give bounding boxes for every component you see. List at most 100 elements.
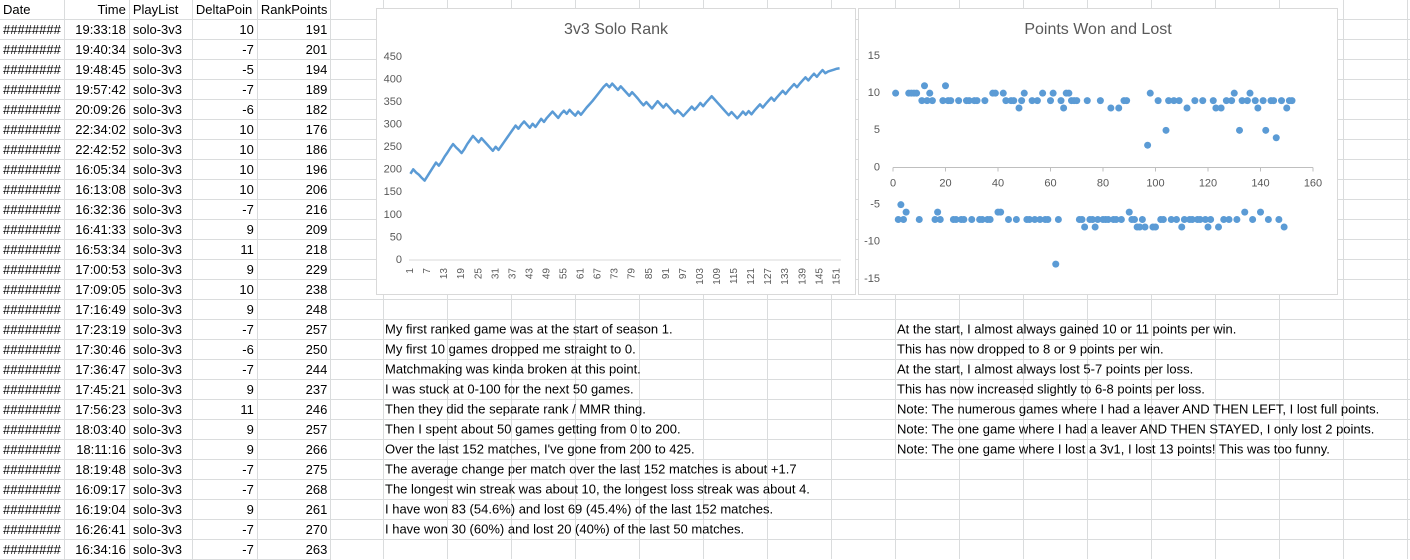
point [1262,126,1270,134]
point [978,216,986,224]
data-row: ######## 19:33:18 solo-3v3 10 191 [0,19,332,40]
cell: -7 [192,359,258,380]
cell: 216 [257,199,332,220]
point [1065,89,1073,97]
cell: 16:09:17 [64,479,130,500]
data-row: ######## 17:36:47 solo-3v3 -7 244 [0,359,332,380]
cell: 16:41:33 [64,219,130,240]
cell: ######## [0,499,65,520]
cell: 19:40:34 [64,39,130,60]
x-tick-label: 49 [541,268,552,280]
point [1036,216,1044,224]
point [1131,216,1138,224]
point [1212,104,1220,112]
point [1246,89,1254,97]
point [1173,216,1180,224]
cell: -7 [192,479,258,500]
y-tick-label: 15 [868,50,880,62]
point [1209,97,1217,105]
cell: ######## [0,139,65,160]
point [997,208,1005,216]
y-tick-label: -5 [870,199,880,211]
y-tick-label: -15 [864,273,880,285]
cell: 9 [192,439,258,460]
point [1233,216,1241,224]
cell: Time [64,0,130,20]
note: Matchmaking was kinda broken at this poi… [385,361,641,376]
cell: ######## [0,59,65,80]
cell: 9 [192,299,258,320]
note: Note: The one game where I lost a 3v1, I… [897,441,1330,456]
cell: 248 [257,299,332,320]
point [1005,216,1012,224]
point [900,216,907,224]
cell: 10 [192,159,258,180]
point [939,97,947,105]
cell: solo-3v3 [129,259,193,280]
cell: 20:09:26 [64,99,130,120]
cell: 19:48:45 [64,59,130,80]
point [1241,208,1249,216]
note: At the start, I almost always gained 10 … [897,321,1236,336]
point [1275,216,1283,224]
x-tick-label: 31 [490,268,501,280]
cell: 176 [257,119,332,140]
point [1175,97,1183,105]
cell: solo-3v3 [129,479,193,500]
data-row: ######## 22:42:52 solo-3v3 10 186 [0,139,332,160]
point [1180,216,1188,224]
cell: 206 [257,179,332,200]
cell: ######## [0,239,65,260]
point [1141,223,1149,231]
point [1028,97,1036,105]
point [936,216,944,224]
data-row: ######## 19:57:42 solo-3v3 -7 189 [0,79,332,100]
x-tick-label: 121 [746,268,757,285]
cell: solo-3v3 [129,359,193,380]
point [1217,104,1225,112]
point [928,97,936,105]
point [991,89,999,97]
point [942,82,949,90]
cell: ######## [0,259,65,280]
cell: 16:32:36 [64,199,130,220]
point [1204,223,1212,231]
data-row: ######## 17:16:49 solo-3v3 9 248 [0,299,332,320]
note: My first ranked game was at the start of… [385,321,673,336]
x-tick-label: 139 [797,268,808,285]
note: Then I spent about 50 games getting from… [385,421,681,436]
cell: 17:30:46 [64,339,130,360]
y-tick-label: 10 [868,87,880,99]
point [1083,97,1091,105]
cell: 250 [257,339,332,360]
point [1191,97,1199,105]
cell: ######## [0,39,65,60]
point [1201,216,1209,224]
note: Then they did the separate rank / MMR th… [385,401,646,416]
cell: -5 [192,59,258,80]
cell: 270 [257,519,332,540]
x-tick-label: 133 [780,268,791,285]
point [1154,97,1162,105]
line-series [409,67,840,182]
cell: 17:00:53 [64,259,130,280]
chart-title: 3v3 Solo Rank [564,21,669,38]
cell: 22:34:02 [64,119,130,140]
cell: 257 [257,319,332,340]
chart-frame [376,8,856,295]
point [1251,97,1259,105]
y-tick-label: 0 [874,161,880,173]
point [1031,216,1039,224]
cell: -7 [192,459,258,480]
header-row: Date Time PlayList DeltaPoin RankPoints [0,0,332,20]
note: Over the last 152 matches, I've gone fro… [385,441,695,456]
cell: solo-3v3 [129,279,193,300]
cell: 9 [192,219,258,240]
point [1044,216,1052,224]
y-tick-label: 0 [396,254,402,266]
cell: ######## [0,459,65,480]
point [955,97,963,105]
point [1220,216,1228,224]
cell: ######## [0,219,65,240]
cell: 16:26:41 [64,519,130,540]
